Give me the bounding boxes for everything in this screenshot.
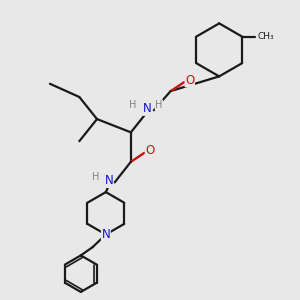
Text: CH₃: CH₃ bbox=[257, 32, 274, 41]
Text: H: H bbox=[155, 100, 163, 110]
Text: N: N bbox=[104, 174, 113, 188]
Text: N: N bbox=[143, 102, 152, 115]
Text: O: O bbox=[185, 74, 194, 87]
Text: O: O bbox=[146, 144, 154, 158]
Text: H: H bbox=[129, 100, 136, 110]
Text: N: N bbox=[101, 228, 110, 241]
Text: H: H bbox=[92, 172, 99, 182]
